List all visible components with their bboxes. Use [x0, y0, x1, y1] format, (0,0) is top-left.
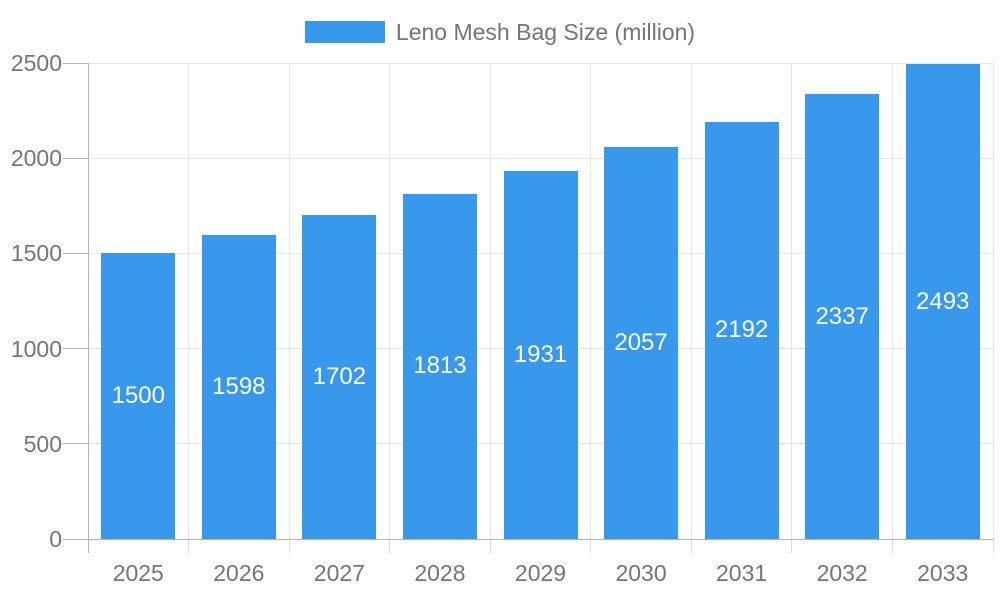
x-axis-label: 2031 [716, 560, 768, 586]
legend-swatch-icon [304, 21, 385, 43]
bar-value-label: 1598 [212, 372, 266, 400]
x-axis-tick [992, 539, 994, 553]
y-axis-label: 1000 [10, 335, 62, 362]
x-axis-tick [288, 539, 290, 553]
v-gridline [590, 63, 592, 539]
y-axis-label: 0 [49, 526, 62, 552]
bar [604, 147, 679, 539]
legend-label: Leno Mesh Bag Size (million) [395, 18, 696, 45]
x-axis-label: 2029 [514, 560, 567, 586]
bar [503, 171, 578, 539]
x-axis-tick [891, 539, 893, 553]
bar-value-label: 2192 [714, 316, 769, 344]
x-axis-tick [590, 539, 592, 553]
x-axis-label: 2027 [313, 560, 365, 586]
legend: Leno Mesh Bag Size (million) [0, 19, 1000, 45]
y-axis-tick [63, 348, 88, 350]
y-axis-label: 2500 [10, 50, 62, 76]
bar-value-label: 2493 [916, 287, 970, 315]
h-gridline [88, 62, 993, 64]
y-axis-tick [63, 443, 88, 445]
x-axis-label: 2028 [414, 560, 466, 586]
x-axis-label: 2033 [917, 560, 969, 586]
x-axis-tick [690, 539, 692, 553]
h-gridline [88, 157, 993, 159]
y-axis-tick [63, 252, 88, 254]
x-axis-tick [791, 539, 793, 553]
v-gridline [690, 63, 692, 539]
x-axis-line [88, 538, 993, 540]
bar-value-label: 1500 [111, 382, 165, 410]
bar-value-label: 1931 [513, 341, 568, 369]
y-axis-tick [63, 62, 88, 64]
v-gridline [891, 63, 893, 539]
v-gridline [489, 63, 491, 539]
v-gridline [188, 63, 190, 539]
bar [805, 94, 880, 539]
bar [402, 193, 477, 539]
y-axis-label: 500 [23, 430, 62, 457]
v-gridline [992, 63, 994, 539]
bar [101, 253, 176, 539]
x-axis-label: 2025 [112, 560, 164, 586]
y-axis-label: 2000 [10, 145, 62, 172]
x-axis-tick [188, 539, 190, 553]
y-axis-label: 1500 [10, 240, 62, 267]
x-axis-tick [389, 539, 391, 553]
v-gridline [791, 63, 793, 539]
y-axis-line [87, 63, 89, 553]
bar-value-label: 1702 [312, 362, 367, 390]
bar-value-label: 2337 [815, 302, 869, 330]
v-gridline [288, 63, 290, 539]
y-axis-tick [63, 157, 88, 159]
bar [302, 214, 377, 539]
bar-value-label: 2057 [614, 329, 668, 357]
x-axis-label: 2026 [213, 560, 265, 586]
y-axis-tick [63, 538, 88, 540]
x-axis-label: 2032 [816, 560, 868, 586]
bar [704, 121, 779, 539]
bar [201, 234, 276, 539]
x-axis-tick [489, 539, 491, 553]
bar-value-label: 1813 [413, 352, 467, 380]
v-gridline [389, 63, 391, 539]
bar [905, 64, 980, 539]
x-axis-label: 2030 [615, 560, 667, 586]
